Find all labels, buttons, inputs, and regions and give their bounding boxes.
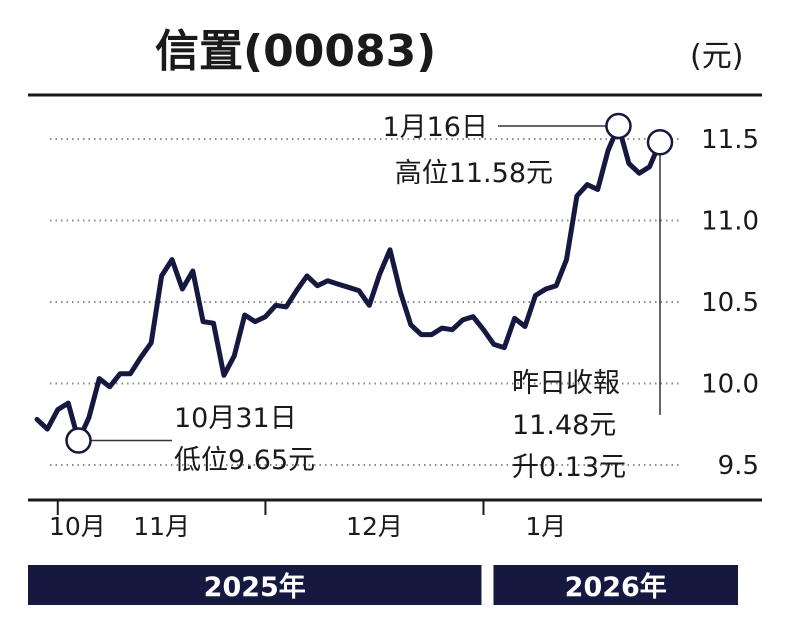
annotation-text: 升0.13元 (512, 452, 626, 483)
annotation-text: 10月31日 (174, 403, 297, 434)
y-tick-label: 9.5 (718, 451, 759, 481)
unit-label: (元) (690, 39, 743, 74)
annotation-text: 昨日收報 (512, 368, 620, 399)
annotation-marker (646, 129, 674, 156)
annotation-text: 1月16日 (382, 112, 488, 143)
annotation-leaders (78, 125, 661, 442)
x-tick-label: 1月 (525, 512, 566, 541)
year-band (493, 565, 738, 605)
x-tick-label: 10月 (49, 512, 106, 541)
y-tick-label: 11.0 (701, 207, 759, 237)
year-band (28, 565, 482, 605)
year-label: 2026年 (565, 571, 667, 603)
annotation-text: 11.48元 (512, 410, 616, 441)
annotation-marker (65, 427, 92, 454)
annotation-text: 低位9.65元 (174, 445, 315, 476)
chart-title: 信置(00083) (155, 26, 436, 77)
annotation-text: 高位11.58元 (395, 158, 553, 189)
y-tick-label: 11.5 (701, 125, 759, 155)
price-line (34, 123, 663, 443)
y-tick-label: 10.0 (701, 370, 759, 400)
x-tick-label: 11月 (133, 512, 190, 541)
x-axis: 10月 11月 12月 1月 (49, 500, 566, 541)
annotation-markers (65, 112, 674, 454)
y-tick-label: 10.5 (701, 288, 759, 318)
y-axis: 9.5 10.0 10.5 11.0 11.5 (701, 125, 759, 481)
x-tick-label: 12月 (346, 512, 403, 541)
year-label: 2025年 (204, 571, 306, 603)
year-bar: 2025年 2026年 (28, 565, 738, 605)
annotation-marker (605, 112, 632, 140)
